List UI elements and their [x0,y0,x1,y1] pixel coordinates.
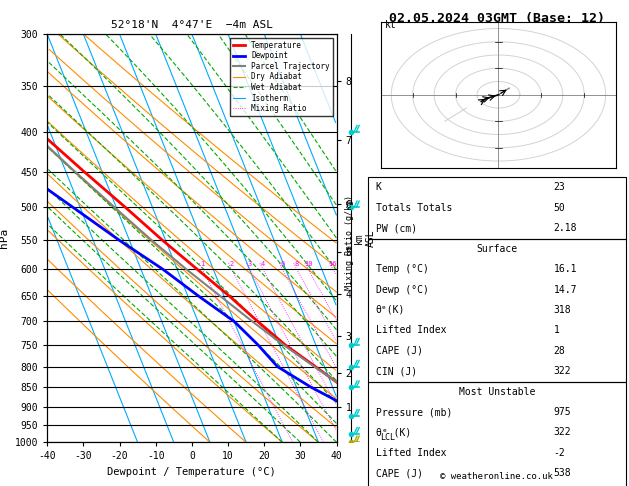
X-axis label: Dewpoint / Temperature (°C): Dewpoint / Temperature (°C) [108,467,276,477]
Text: 322: 322 [554,428,571,437]
Text: 02.05.2024 03GMT (Base: 12): 02.05.2024 03GMT (Base: 12) [389,12,605,25]
Text: 2.18: 2.18 [554,224,577,233]
Text: 4: 4 [261,261,265,267]
Text: 50: 50 [554,203,565,213]
Text: © weatheronline.co.uk: © weatheronline.co.uk [440,472,554,481]
Text: 538: 538 [554,469,571,478]
Y-axis label: hPa: hPa [0,228,9,248]
Text: Totals Totals: Totals Totals [376,203,452,213]
Text: 14.7: 14.7 [554,285,577,295]
Title: 52°18'N  4°47'E  −4m ASL: 52°18'N 4°47'E −4m ASL [111,20,273,31]
Text: 16: 16 [328,261,337,267]
Bar [368,382,626,486]
Text: CAPE (J): CAPE (J) [376,346,423,356]
Text: 23: 23 [554,182,565,192]
Text: 318: 318 [554,305,571,315]
Text: 6: 6 [281,261,284,267]
Y-axis label: km
ASL: km ASL [354,229,376,247]
Text: Most Unstable: Most Unstable [459,387,535,397]
Legend: Temperature, Dewpoint, Parcel Trajectory, Dry Adiabat, Wet Adiabat, Isotherm, Mi: Temperature, Dewpoint, Parcel Trajectory… [230,38,333,116]
Text: kt: kt [385,20,396,31]
Text: Temp (°C): Temp (°C) [376,264,428,274]
Text: -2: -2 [554,448,565,458]
Text: PW (cm): PW (cm) [376,224,417,233]
Text: 10: 10 [304,261,313,267]
Bar [368,239,626,382]
Bar [368,177,626,239]
Text: CIN (J): CIN (J) [376,366,417,376]
Text: θᵉ(K): θᵉ(K) [376,305,405,315]
Text: 1: 1 [200,261,204,267]
Text: θᵉ (K): θᵉ (K) [376,428,411,437]
Text: Lifted Index: Lifted Index [376,326,446,335]
Text: 28: 28 [554,346,565,356]
Text: 16.1: 16.1 [554,264,577,274]
Text: Dewp (°C): Dewp (°C) [376,285,428,295]
Text: 322: 322 [554,366,571,376]
Text: CAPE (J): CAPE (J) [376,469,423,478]
Text: Pressure (mb): Pressure (mb) [376,407,452,417]
Text: Surface: Surface [476,244,518,254]
Text: LCL: LCL [380,433,395,442]
Text: K: K [376,182,382,192]
Text: Lifted Index: Lifted Index [376,448,446,458]
Text: 2: 2 [230,261,233,267]
Text: 975: 975 [554,407,571,417]
Text: 3: 3 [247,261,252,267]
Text: Mixing Ratio (g/kg): Mixing Ratio (g/kg) [345,195,353,291]
Text: 8: 8 [294,261,299,267]
Text: 1: 1 [554,326,560,335]
